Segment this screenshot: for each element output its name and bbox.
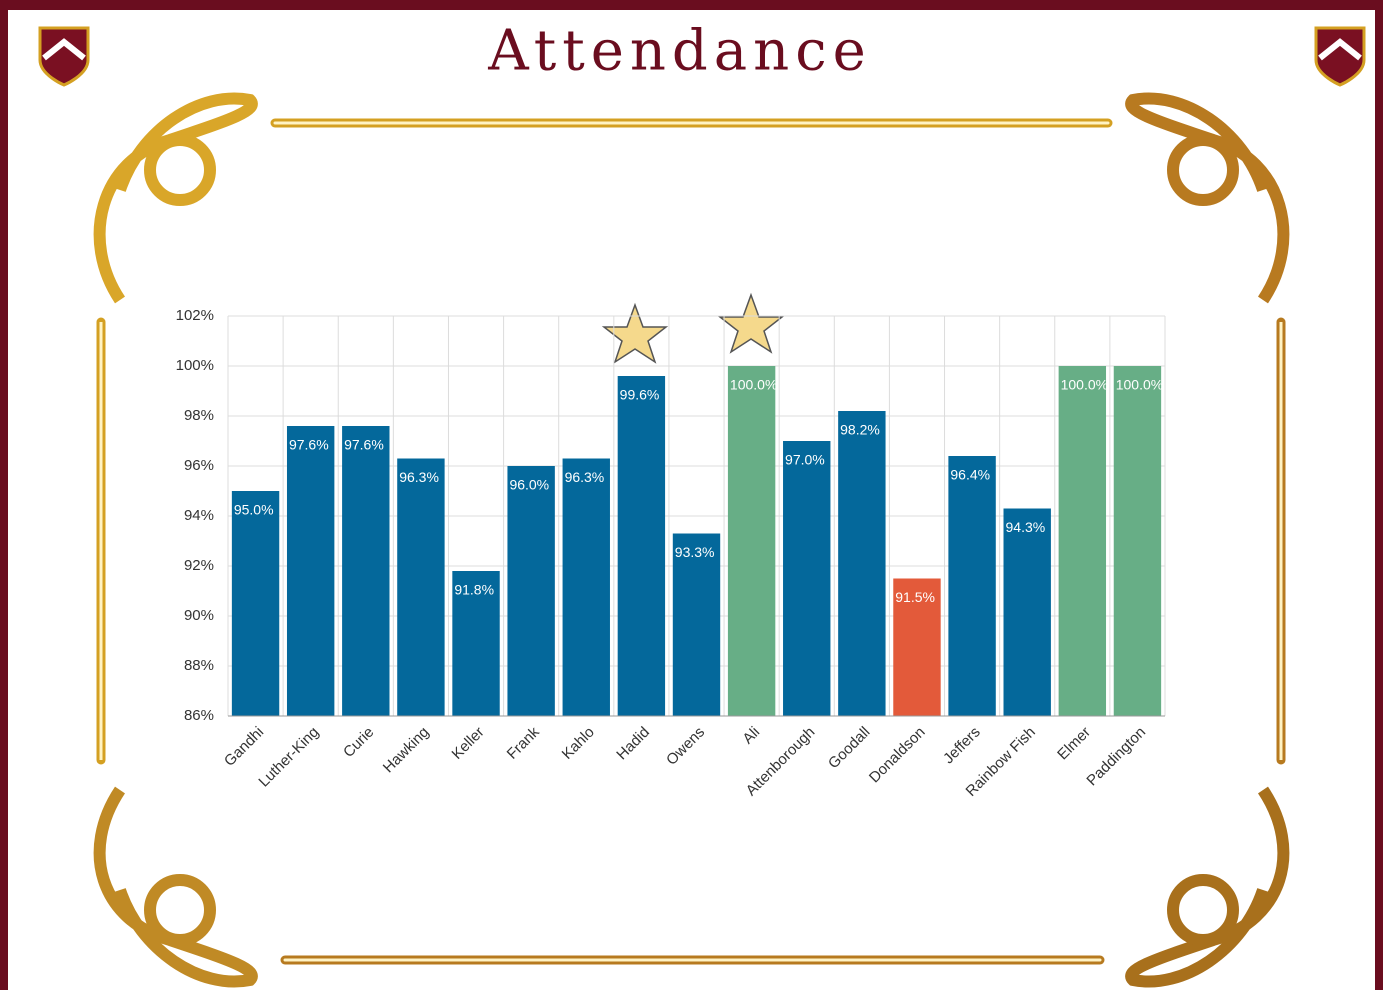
value-label: 100.0% [730,377,777,393]
y-tick-label: 98% [184,407,214,424]
bar [232,491,279,716]
page: {"chart_data": {"type": "bar", "title": … [0,0,1383,990]
value-label: 96.4% [950,467,990,483]
bar [838,411,885,716]
y-tick-label: 100% [176,357,214,374]
bar [507,466,554,716]
y-tick-label: 102% [176,307,214,324]
value-label: 100.0% [1061,377,1108,393]
y-tick-label: 96% [184,457,214,474]
bar [287,426,334,716]
bar [1004,509,1051,717]
chart-title: Attendance [487,19,871,84]
bar [1059,366,1106,716]
chart: Attendance 86% 88% 90% 92% 94% 96% 98% 100% 102%… [0,0,1383,990]
y-tick-label: 86% [184,707,214,724]
value-label: 95.0% [234,502,274,518]
value-label: 94.3% [1006,519,1046,535]
value-label: 96.0% [509,477,549,493]
value-label: 97.6% [344,437,384,453]
y-tick-label: 92% [184,557,214,574]
y-tick-label: 90% [184,607,214,624]
value-label: 98.2% [840,422,880,438]
bar [342,426,389,716]
bar [397,459,444,717]
bar [673,534,720,717]
bar [1114,366,1161,716]
y-tick-label: 94% [184,507,214,524]
value-label: 91.8% [454,582,494,598]
value-label: 91.5% [895,589,935,605]
value-label: 97.6% [289,437,329,453]
value-label: 100.0% [1116,377,1163,393]
bar [563,459,610,717]
value-label: 96.3% [565,469,605,485]
bar [618,376,665,716]
bar [728,366,775,716]
value-label: 93.3% [675,544,715,560]
bar [783,441,830,716]
value-label: 99.6% [620,387,660,403]
bar [948,456,995,716]
value-label: 96.3% [399,469,439,485]
y-tick-label: 88% [184,657,214,674]
value-label: 97.0% [785,452,825,468]
